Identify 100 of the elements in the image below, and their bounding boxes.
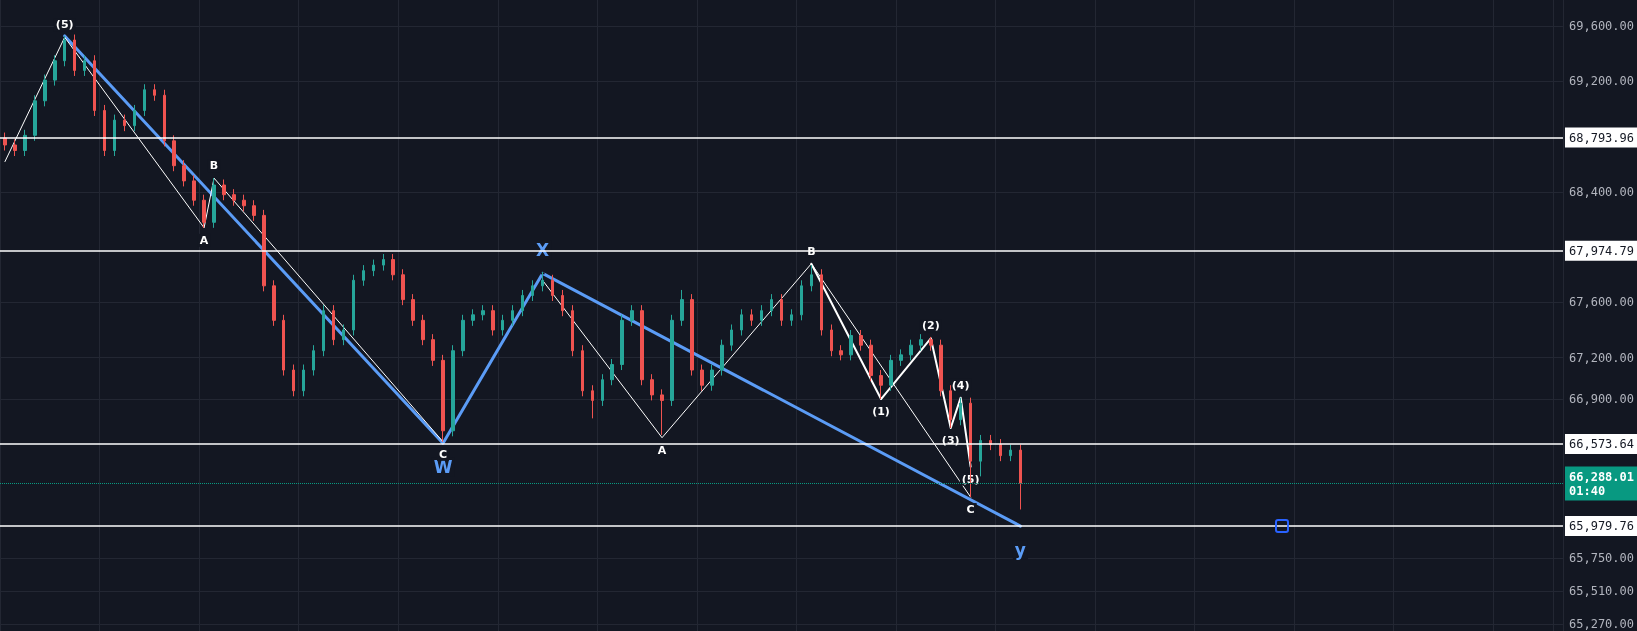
annotation: B [209,159,219,173]
candlestick [810,264,813,292]
candlestick [561,289,564,317]
candlestick [13,138,17,157]
candlestick [820,268,823,337]
candlestick [93,54,96,117]
candlestick [123,114,126,132]
ref-line-label: 66,573.64 [1568,437,1635,452]
candlestick [680,289,684,327]
candlestick [650,373,654,401]
candlestick [252,199,256,222]
candlestick [919,333,923,352]
candlestick [172,134,176,172]
candlestick [352,274,355,337]
candlestick [720,339,724,377]
annotation: A [199,233,209,247]
candlestick [63,35,66,67]
candlestick [312,344,315,377]
candlestick [830,323,833,357]
candlestick [620,314,624,371]
candlestick [869,339,873,382]
candlestick [859,329,863,352]
ref-line-label: 67,974.79 [1568,243,1635,258]
candlestick [849,329,853,361]
y-tick-label: 67,200.00 [1568,350,1635,365]
candlestick [202,194,206,229]
candlestick [979,434,982,477]
candlestick [1009,444,1012,462]
candlestick [899,348,903,367]
y-tick-label: 65,510.00 [1568,583,1635,598]
y-tick-label: 66,900.00 [1568,392,1635,407]
candlestick [879,369,883,400]
candlestick [690,293,694,377]
candlestick [780,293,783,327]
candlestick [491,304,495,337]
annotation: y [1014,539,1026,560]
candlestick [143,83,146,117]
candlestick [192,174,196,207]
candlestick [610,358,614,386]
candlestick [332,304,335,346]
candlestick [242,194,246,212]
candlestick [551,274,554,302]
candlestick [471,308,475,327]
candlestick [73,34,76,77]
candlestick [391,253,395,281]
candlestick [272,279,276,327]
candlestick [411,293,415,327]
candlestick [401,268,405,306]
candlestick [839,344,843,361]
candlestick [431,333,435,367]
candlestick [153,83,156,102]
annotation: C [966,503,975,517]
candlestick [700,364,704,392]
candlestick [770,293,773,317]
candlestick [531,279,534,302]
ref-line-label: 66,288.01 01:40 [1568,469,1635,498]
candlestick [372,259,375,277]
candlestick [103,104,106,157]
candlestick [730,323,733,352]
candlestick [999,438,1002,462]
annotation: A [657,443,667,457]
candlestick [670,314,674,407]
candlestick [451,344,455,437]
candlestick [342,323,345,346]
candlestick [461,314,465,357]
candlestick [710,364,714,392]
candlestick [511,304,514,327]
candlestick [441,354,445,443]
candlestick [382,253,385,272]
candlestick [959,397,962,426]
candlestick [302,364,305,397]
candlestick [601,373,604,407]
candlestick [581,344,584,397]
candlestick [909,339,913,361]
candlestick [232,188,236,207]
candlestick [133,104,136,132]
candlestick [640,304,644,386]
annotation: C [438,447,448,461]
y-tick-label: 65,270.00 [1568,617,1635,631]
candlestick [790,308,793,327]
candlestick [212,177,216,229]
y-tick-label: 69,600.00 [1568,19,1635,34]
candlestick [591,384,594,419]
candlestick [630,304,634,327]
candlestick [740,308,743,337]
candlestick [800,279,803,321]
candlestick [83,54,86,77]
candlestick [292,364,295,397]
candlestick [113,114,116,157]
candlestick [282,314,285,377]
candlestick [182,159,186,187]
candlestick [163,89,166,147]
candlestick [3,132,7,151]
candlestick [760,304,763,327]
candlestick [501,314,504,337]
annotation: (5) [55,18,74,32]
candlestick [421,314,425,346]
candlestick [750,308,753,327]
candlestick [929,336,933,352]
candlestick [362,264,365,287]
